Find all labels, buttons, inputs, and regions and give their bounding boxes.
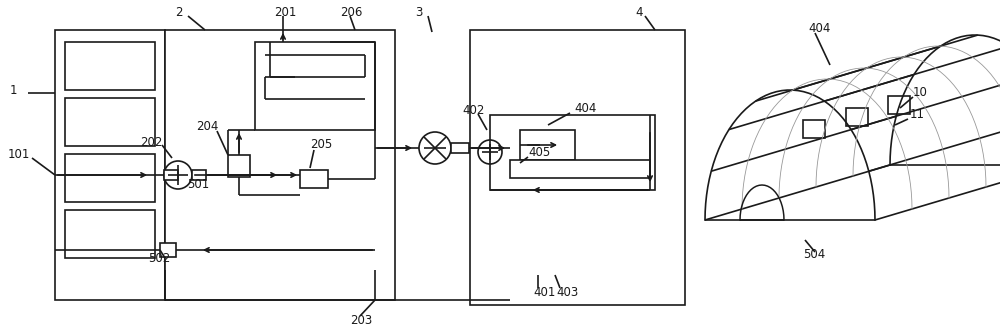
Text: 501: 501 bbox=[187, 178, 209, 192]
Bar bbox=[228, 155, 250, 177]
Text: 2: 2 bbox=[175, 5, 182, 18]
Bar bbox=[520, 130, 575, 160]
Bar bbox=[65, 42, 155, 90]
Text: 11: 11 bbox=[910, 109, 925, 122]
Bar bbox=[55, 30, 165, 300]
Text: 504: 504 bbox=[803, 249, 825, 261]
Text: 101: 101 bbox=[8, 149, 30, 162]
Bar bbox=[803, 120, 825, 138]
Bar bbox=[65, 154, 155, 202]
Bar bbox=[510, 160, 650, 178]
Bar bbox=[888, 96, 910, 114]
Bar bbox=[192, 170, 206, 180]
Bar bbox=[65, 98, 155, 146]
Text: 4: 4 bbox=[635, 5, 642, 18]
Text: 502: 502 bbox=[148, 252, 170, 264]
Text: 10: 10 bbox=[913, 85, 928, 98]
Text: 204: 204 bbox=[196, 121, 218, 133]
Text: 3: 3 bbox=[415, 5, 422, 18]
Bar bbox=[165, 30, 395, 300]
Bar bbox=[470, 30, 685, 305]
Bar bbox=[160, 243, 176, 257]
Bar bbox=[65, 210, 155, 258]
Bar bbox=[164, 170, 178, 180]
Text: 206: 206 bbox=[340, 5, 362, 18]
Bar bbox=[300, 170, 328, 188]
Text: 404: 404 bbox=[574, 101, 596, 115]
Text: 401: 401 bbox=[533, 286, 555, 298]
Bar bbox=[255, 42, 375, 130]
Text: 202: 202 bbox=[140, 135, 162, 149]
Text: 203: 203 bbox=[350, 313, 372, 327]
Bar bbox=[451, 143, 469, 153]
Bar bbox=[846, 108, 868, 126]
Text: 404: 404 bbox=[808, 22, 830, 35]
Text: 1: 1 bbox=[10, 84, 18, 96]
Text: 201: 201 bbox=[274, 5, 296, 18]
Bar bbox=[490, 115, 655, 190]
Text: 402: 402 bbox=[462, 103, 484, 117]
Text: 403: 403 bbox=[556, 286, 578, 298]
Text: 405: 405 bbox=[528, 145, 550, 159]
Text: 205: 205 bbox=[310, 138, 332, 152]
